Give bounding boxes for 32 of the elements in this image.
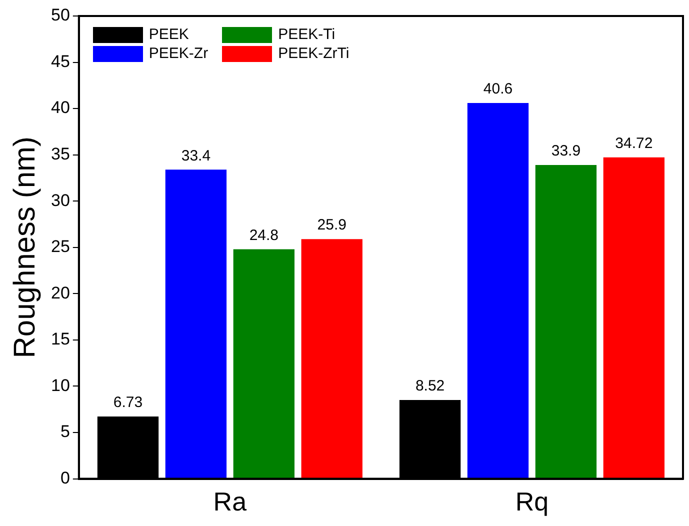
legend-label: PEEK-ZrTi xyxy=(278,45,350,62)
bar xyxy=(535,165,597,478)
legend-label: PEEK-Zr xyxy=(148,45,208,62)
bar xyxy=(467,103,529,478)
y-tick-label: 50 xyxy=(50,6,70,25)
x-tick-label: Rq xyxy=(515,486,549,517)
y-tick-label: 30 xyxy=(50,190,70,210)
data-label: 40.6 xyxy=(483,80,513,98)
data-label: 34.72 xyxy=(615,135,653,152)
bar xyxy=(301,239,362,478)
legend-label: PEEK xyxy=(148,26,189,43)
y-tick-label: 15 xyxy=(50,330,70,349)
data-label: 6.73 xyxy=(113,394,143,412)
y-tick-label: 20 xyxy=(50,283,70,302)
y-tick-label: 40 xyxy=(50,98,70,118)
y-tick-label: 35 xyxy=(50,144,70,164)
y-tick-label: 0 xyxy=(60,468,70,488)
y-tick-label: 25 xyxy=(50,237,70,256)
y-tick-label: 5 xyxy=(60,422,70,442)
x-tick-label: Ra xyxy=(213,486,248,517)
bar xyxy=(233,249,294,478)
data-label: 24.8 xyxy=(249,226,279,244)
y-axis-title: Roughness (nm) xyxy=(8,136,42,358)
data-label: 33.9 xyxy=(551,142,581,160)
legend-label: PEEK-Ti xyxy=(278,26,336,43)
bar xyxy=(603,157,664,478)
y-tick-label: 10 xyxy=(50,376,70,395)
data-label: 25.9 xyxy=(317,216,346,234)
bar xyxy=(165,170,227,478)
data-label: 33.4 xyxy=(181,147,211,164)
y-tick-label: 45 xyxy=(50,52,70,71)
data-label: 8.52 xyxy=(415,378,445,395)
